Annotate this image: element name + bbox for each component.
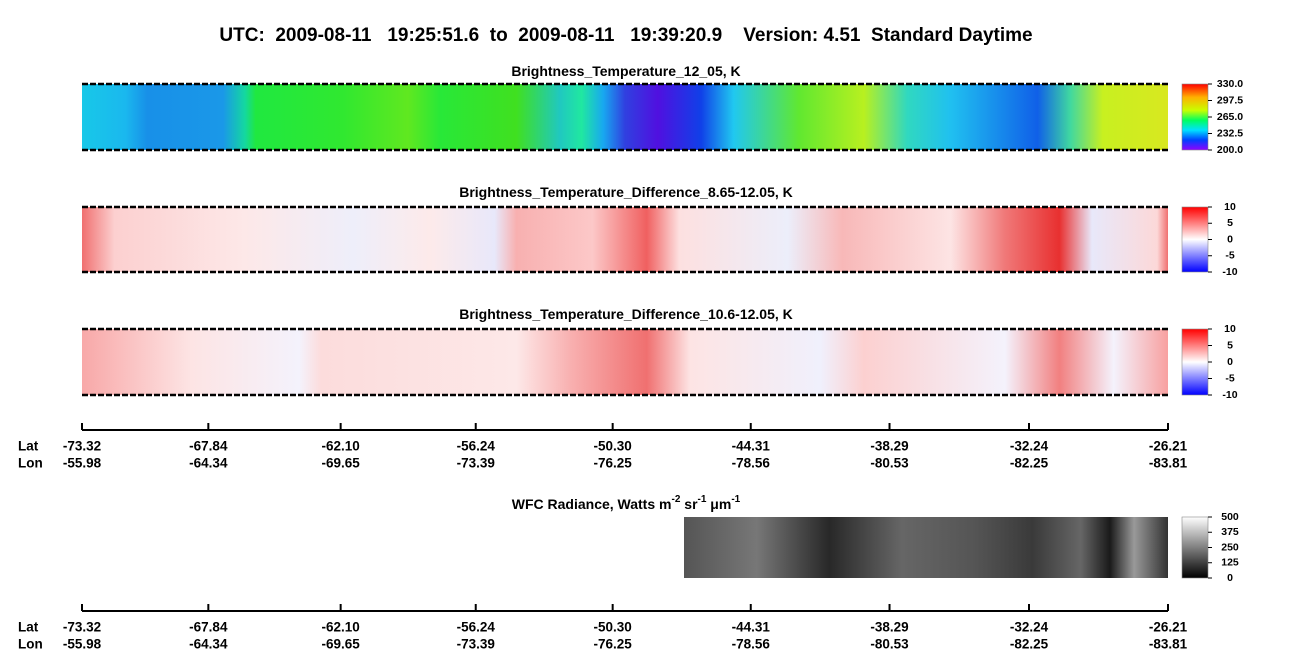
lon-tick-label: -78.56 <box>732 637 771 652</box>
lon-tick-label: -80.53 <box>870 456 909 471</box>
lat-tick-label: -38.29 <box>870 439 908 454</box>
colorbar-tick-label: 375 <box>1221 526 1239 538</box>
lat-tick-label: -26.21 <box>1149 620 1188 635</box>
title-text: Brightness_Temperature_Difference_8.65-1… <box>459 184 793 200</box>
colorbar-tick-label: 500 <box>1221 511 1239 523</box>
title-text: Brightness_Temperature_Difference_10.6-1… <box>459 306 793 322</box>
colorbar-tick-label: 0 <box>1227 233 1233 245</box>
lon-tick-label: -83.81 <box>1149 637 1188 652</box>
panel-title: Brightness_Temperature_Difference_10.6-1… <box>459 306 793 322</box>
title-text: sr <box>680 496 698 512</box>
colorbar-tick-label: 297.5 <box>1217 94 1243 106</box>
lon-tick-label: -82.25 <box>1010 456 1049 471</box>
lat-tick-label: -38.29 <box>870 620 908 635</box>
title-text: Brightness_Temperature_12_05, K <box>511 63 740 79</box>
lon-tick-label: -80.53 <box>870 637 909 652</box>
panel-title: Brightness_Temperature_Difference_8.65-1… <box>459 184 793 200</box>
lat-tick-label: -67.84 <box>189 620 228 635</box>
lon-tick-label: -73.39 <box>457 456 495 471</box>
title-text: WFC Radiance, Watts m <box>512 496 672 512</box>
lon-tick-label: -55.98 <box>63 456 102 471</box>
lon-label: Lon <box>18 637 43 652</box>
title-superscript: -1 <box>731 494 740 505</box>
title-text: μm <box>706 496 731 512</box>
title-superscript: -2 <box>671 494 680 505</box>
lat-tick-label: -50.30 <box>594 439 632 454</box>
lon-tick-label: -83.81 <box>1149 456 1188 471</box>
figure-title: UTC: 2009-08-11 19:25:51.6 to 2009-08-11… <box>219 25 1032 46</box>
lon-tick-label: -69.65 <box>322 456 361 471</box>
colorbar-tick-label: 5 <box>1227 217 1233 229</box>
lat-tick-label: -56.24 <box>457 439 496 454</box>
colorbar <box>1181 83 1209 151</box>
colorbar-tick-label: 330.0 <box>1217 78 1243 90</box>
colorbar-tick-label: 0 <box>1227 356 1233 368</box>
lat-tick-label: -67.84 <box>189 439 228 454</box>
colorbar <box>1181 328 1209 396</box>
lon-tick-label: -78.56 <box>732 456 771 471</box>
colorbar-tick-label: 200.0 <box>1217 144 1243 156</box>
lon-tick-label: -64.34 <box>189 456 228 471</box>
lat-label: Lat <box>18 620 39 635</box>
lat-tick-label: -73.32 <box>63 439 101 454</box>
lat-tick-label: -32.24 <box>1010 439 1049 454</box>
colorbar-tick-label: 0 <box>1227 572 1233 584</box>
colorbar-tick-label: -10 <box>1222 266 1237 278</box>
lon-label: Lon <box>18 456 43 471</box>
colorbar <box>1181 516 1209 579</box>
colorbar-tick-label: -5 <box>1225 250 1234 262</box>
lat-tick-label: -26.21 <box>1149 439 1188 454</box>
lon-tick-label: -82.25 <box>1010 637 1049 652</box>
panel-title: Brightness_Temperature_12_05, K <box>511 63 740 79</box>
colorbar-tick-label: -10 <box>1222 389 1237 401</box>
colorbar-tick-label: 250 <box>1221 541 1239 553</box>
lat-tick-label: -32.24 <box>1010 620 1049 635</box>
lon-tick-label: -76.25 <box>594 456 633 471</box>
lon-tick-label: -73.39 <box>457 637 495 652</box>
colorbar-tick-label: 10 <box>1224 323 1236 335</box>
image-panel <box>684 517 1168 578</box>
colorbar-tick-label: -5 <box>1225 372 1234 384</box>
lon-tick-label: -76.25 <box>594 637 633 652</box>
lon-tick-label: -69.65 <box>322 637 361 652</box>
lat-tick-label: -50.30 <box>594 620 632 635</box>
lat-tick-label: -44.31 <box>732 439 771 454</box>
colorbar-tick-label: 232.5 <box>1217 127 1243 139</box>
lat-tick-label: -73.32 <box>63 620 101 635</box>
image-panel <box>82 84 1168 150</box>
lat-tick-label: -62.10 <box>322 620 360 635</box>
colorbar-tick-label: 265.0 <box>1217 111 1243 123</box>
lon-tick-label: -64.34 <box>189 637 228 652</box>
image-panel <box>82 207 1168 272</box>
colorbar-tick-label: 10 <box>1224 201 1236 213</box>
colorbar <box>1181 206 1209 273</box>
lat-label: Lat <box>18 439 39 454</box>
colorbar-tick-label: 5 <box>1227 339 1233 351</box>
lat-tick-label: -44.31 <box>732 620 771 635</box>
panel-title: WFC Radiance, Watts m-2 sr-1 μm-1 <box>512 494 741 512</box>
lat-tick-label: -62.10 <box>322 439 360 454</box>
colorbar-tick-label: 125 <box>1221 557 1239 569</box>
lat-tick-label: -56.24 <box>457 620 496 635</box>
title-superscript: -1 <box>698 494 707 505</box>
image-panel <box>82 329 1168 395</box>
lon-tick-label: -55.98 <box>63 637 102 652</box>
